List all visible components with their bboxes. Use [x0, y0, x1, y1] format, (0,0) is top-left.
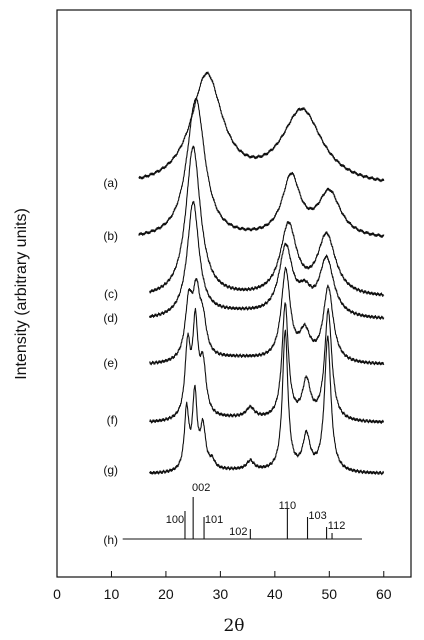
reference-stick-label: 102	[229, 526, 247, 538]
series-label: (c)	[104, 287, 118, 301]
x-tick-label: 20	[158, 586, 174, 602]
reference-stick-label: 100	[166, 514, 184, 526]
x-tick-label: 40	[267, 586, 283, 602]
x-tick-label: 10	[104, 586, 120, 602]
reference-stick-label: 112	[328, 520, 346, 532]
series-label: (f)	[107, 413, 118, 427]
series-label: (a)	[103, 176, 118, 190]
plot-frame	[56, 9, 412, 578]
series-trace-5	[149, 266, 385, 366]
series-label: (g)	[103, 463, 118, 477]
reference-stick-label: 110	[279, 500, 297, 512]
reference-stick-label: 101	[205, 514, 223, 526]
series-label: (b)	[103, 229, 118, 243]
series-trace-7	[149, 329, 385, 476]
reference-stick-label: 002	[192, 482, 210, 494]
y-axis-label: Intensity (arbitrary units)	[13, 208, 30, 380]
x-tick-label: 60	[376, 586, 392, 602]
x-tick-label: 30	[213, 586, 229, 602]
x-tick-label: 50	[322, 586, 338, 602]
series-label: (d)	[103, 311, 118, 325]
reference-stick-label: 103	[308, 510, 326, 522]
series-label: (e)	[103, 356, 118, 370]
x-tick-label: 0	[53, 586, 61, 602]
x-axis-label: 2θ	[223, 616, 244, 636]
series-trace-3	[149, 145, 385, 297]
series-trace-1	[138, 71, 385, 183]
reference-label: (h)	[103, 533, 118, 547]
series-trace-4	[149, 200, 385, 320]
series-trace-2	[138, 97, 385, 238]
series-trace-6	[149, 302, 385, 424]
